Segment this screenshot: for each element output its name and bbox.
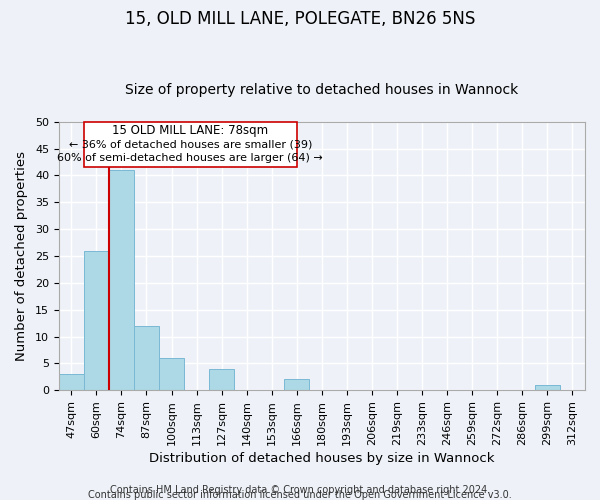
- Bar: [209, 368, 234, 390]
- Text: 60% of semi-detached houses are larger (64) →: 60% of semi-detached houses are larger (…: [58, 152, 323, 162]
- Bar: [84, 250, 109, 390]
- Text: ← 36% of detached houses are smaller (39): ← 36% of detached houses are smaller (39…: [68, 139, 312, 149]
- Title: Size of property relative to detached houses in Wannock: Size of property relative to detached ho…: [125, 83, 518, 97]
- Text: Contains HM Land Registry data © Crown copyright and database right 2024.: Contains HM Land Registry data © Crown c…: [110, 485, 490, 495]
- Bar: [59, 374, 84, 390]
- Bar: [134, 326, 159, 390]
- Text: 15, OLD MILL LANE, POLEGATE, BN26 5NS: 15, OLD MILL LANE, POLEGATE, BN26 5NS: [125, 10, 475, 28]
- Text: 15 OLD MILL LANE: 78sqm: 15 OLD MILL LANE: 78sqm: [112, 124, 268, 138]
- X-axis label: Distribution of detached houses by size in Wannock: Distribution of detached houses by size …: [149, 452, 494, 465]
- Y-axis label: Number of detached properties: Number of detached properties: [15, 151, 28, 361]
- Bar: [159, 358, 184, 390]
- Bar: [284, 380, 310, 390]
- Bar: [109, 170, 134, 390]
- FancyBboxPatch shape: [84, 122, 297, 168]
- Text: Contains public sector information licensed under the Open Government Licence v3: Contains public sector information licen…: [88, 490, 512, 500]
- Bar: [535, 385, 560, 390]
